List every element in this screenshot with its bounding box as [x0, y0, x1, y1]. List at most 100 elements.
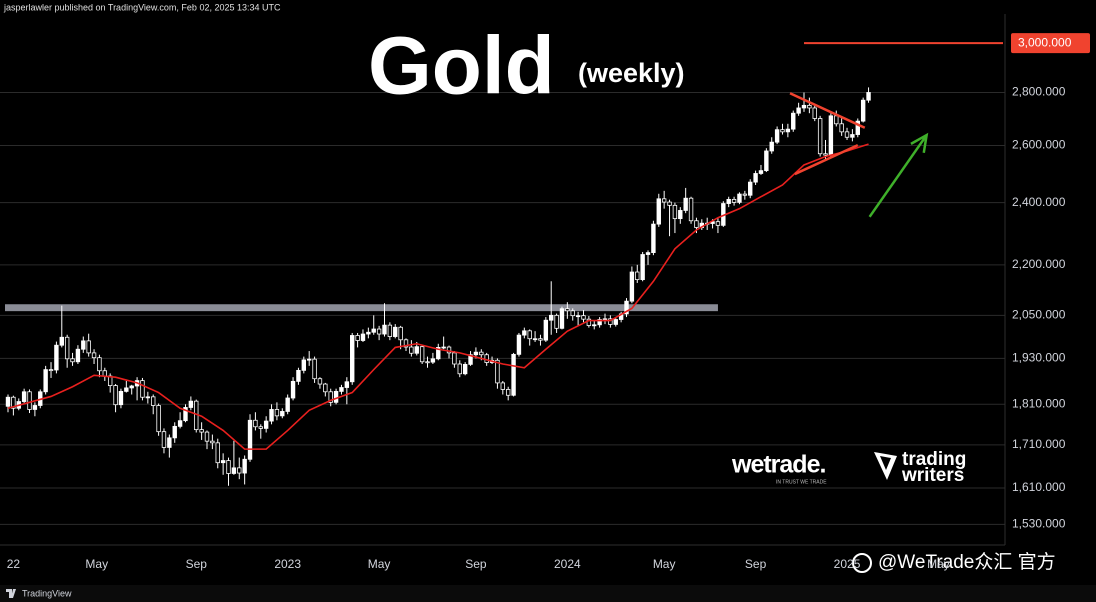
candle-body	[791, 112, 796, 130]
plot-area	[5, 42, 1003, 486]
candle-body	[656, 198, 661, 225]
x-tick-label: May	[368, 557, 391, 571]
tagline: IN TRUST WE TRADE	[776, 479, 827, 485]
candle-body	[608, 318, 613, 325]
candle-body	[753, 173, 758, 183]
candle-body	[280, 411, 285, 417]
candle-body	[629, 271, 635, 302]
candle-body	[215, 442, 220, 464]
candle-body	[855, 120, 860, 135]
header-text: jasperlawler published on TradingView.co…	[3, 2, 281, 12]
candle-body	[484, 354, 489, 363]
candle-body	[54, 344, 59, 371]
candle-body	[823, 153, 828, 156]
candle-body	[549, 314, 554, 321]
candle-body	[231, 467, 237, 474]
candle-body	[602, 318, 608, 321]
trend-arrow	[868, 134, 928, 218]
candle-body	[237, 467, 242, 474]
candle-body	[328, 391, 333, 403]
x-tick-label: Sep	[186, 557, 208, 571]
candle-body	[678, 210, 683, 220]
candle-body	[43, 369, 48, 393]
candle-body	[177, 420, 183, 427]
candle-body	[554, 314, 559, 329]
x-tick-label: 2024	[554, 557, 581, 571]
candle-body	[441, 346, 446, 349]
candle-body	[323, 383, 328, 393]
y-tick-label: 2,050.000	[1012, 307, 1066, 321]
candle-body	[683, 197, 688, 211]
candle-body	[468, 354, 473, 365]
y-tick-label: 1,710.000	[1012, 437, 1066, 451]
candle-body	[301, 359, 307, 371]
candle-body	[81, 340, 86, 350]
moving-average-line	[7, 143, 869, 450]
candle-body	[532, 338, 538, 341]
candle-body	[565, 308, 570, 312]
candle-body	[543, 319, 549, 341]
resistance-label: 3,000.000	[1018, 35, 1072, 49]
candle-body	[371, 328, 376, 333]
candle-body	[505, 389, 511, 396]
x-tick-label: Sep	[745, 557, 767, 571]
resistance-label-box	[1011, 33, 1090, 54]
candle-body	[592, 324, 597, 327]
candle-body	[516, 334, 522, 355]
candle-body	[538, 338, 543, 341]
candle-body	[425, 361, 430, 364]
candle-body	[91, 352, 97, 359]
partner-line-2: writers	[901, 465, 964, 486]
candle-body	[70, 358, 75, 363]
candle-body	[522, 330, 527, 336]
candle-body	[306, 358, 312, 361]
candle-body	[339, 387, 344, 392]
candle-body	[559, 308, 565, 329]
candle-body	[145, 396, 151, 399]
candle-body	[27, 391, 32, 410]
candle-body	[688, 197, 694, 222]
candle-body	[151, 396, 156, 406]
candle-body	[479, 351, 484, 356]
candle-body	[48, 369, 54, 372]
candle-body	[167, 437, 172, 448]
triangle-line	[794, 144, 859, 176]
candle-body	[11, 396, 16, 409]
candle-body	[731, 198, 737, 203]
candle-body	[807, 104, 812, 109]
candle-body	[575, 315, 581, 318]
candle-body	[253, 419, 258, 428]
candle-body	[32, 405, 38, 410]
candle-body	[350, 335, 355, 383]
candle-body	[758, 170, 764, 174]
candle-body	[269, 409, 274, 422]
candle-body	[672, 204, 678, 220]
candle-body	[97, 357, 102, 372]
x-tick-label: 22	[7, 557, 21, 571]
y-tick-label: 2,200.000	[1012, 257, 1066, 271]
candle-body	[661, 198, 667, 203]
candle-body	[462, 363, 468, 375]
candle-body	[376, 328, 382, 335]
x-tick-label: May	[927, 557, 950, 571]
candle-body	[796, 107, 801, 114]
candle-body	[210, 440, 215, 444]
candle-body	[452, 352, 457, 365]
handle: @WeTrade众汇 官方	[878, 551, 1056, 573]
candle-body	[183, 407, 188, 422]
candle-body	[570, 310, 575, 317]
candle-body	[764, 150, 769, 172]
candle-body	[312, 358, 317, 380]
candle-body	[774, 129, 780, 143]
candle-body	[393, 326, 398, 337]
header-bar	[0, 0, 1096, 14]
candle-body	[290, 380, 296, 399]
candle-body	[597, 319, 602, 326]
candle-body	[737, 193, 742, 203]
candle-body	[715, 221, 721, 226]
candle-body	[199, 429, 204, 433]
candle-body	[355, 335, 360, 341]
candle-body	[527, 330, 532, 340]
candle-body	[780, 129, 785, 133]
